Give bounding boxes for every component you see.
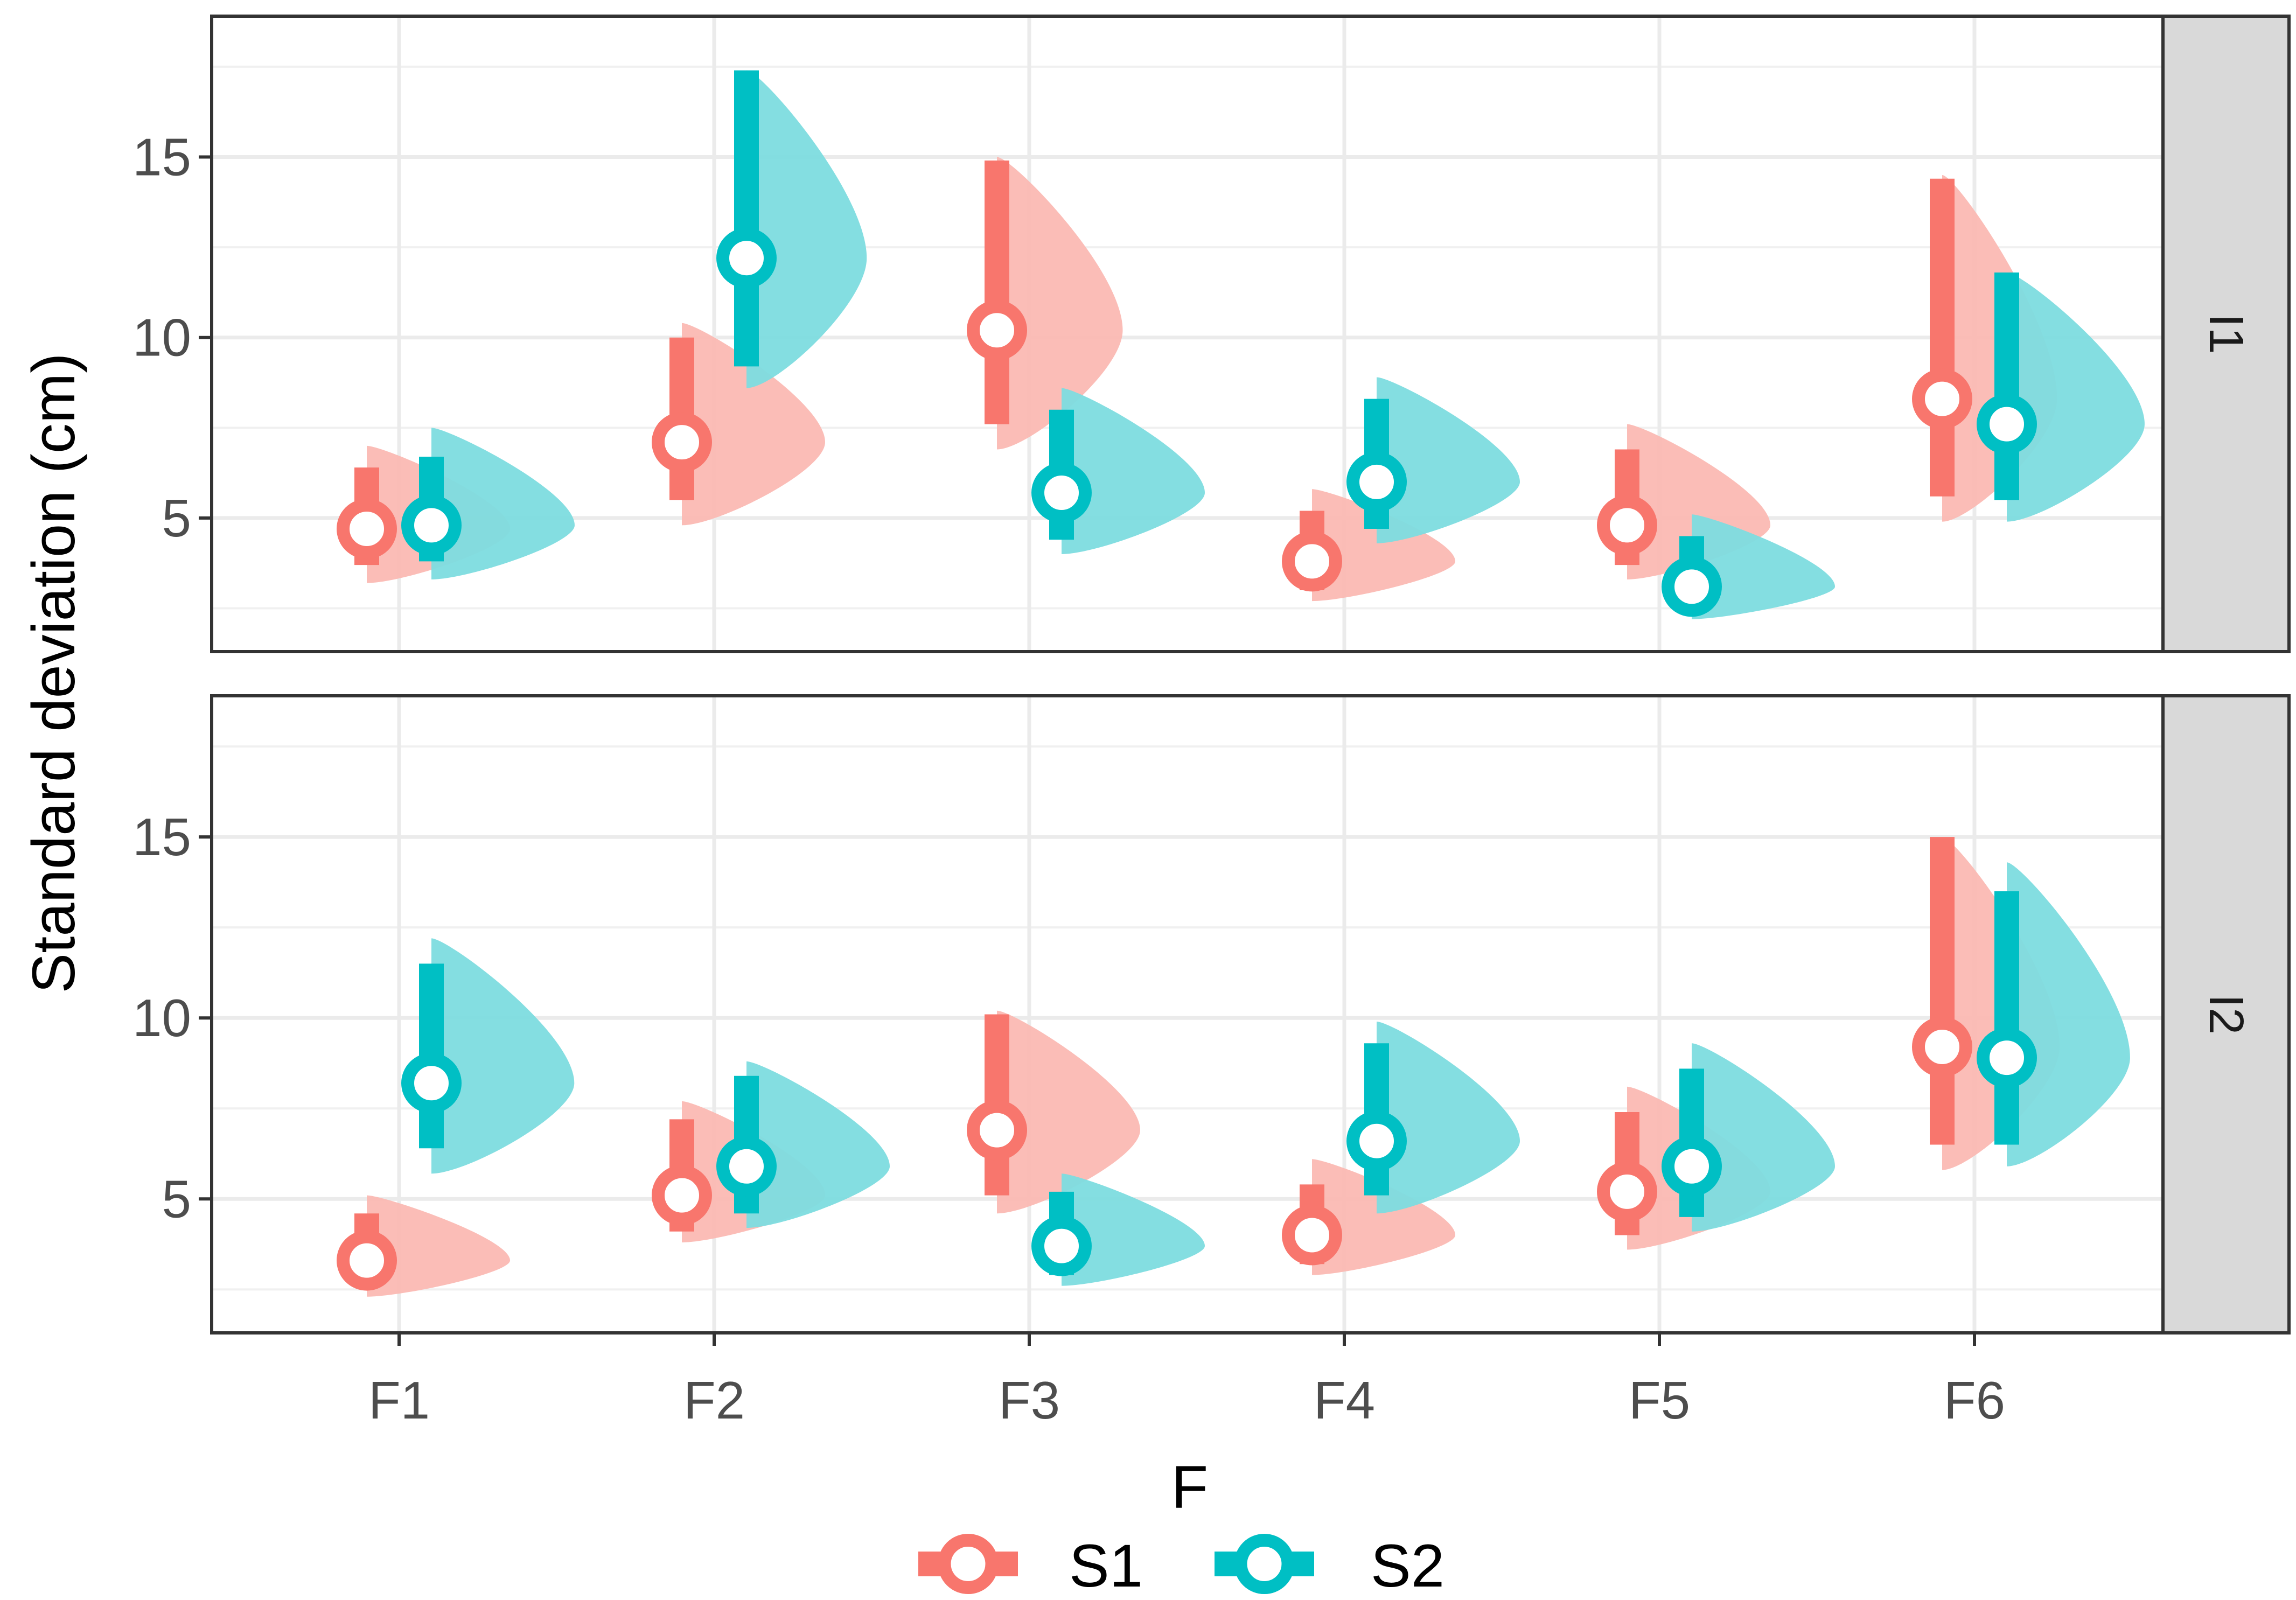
panel-i2-s2-f1-density (431, 938, 575, 1174)
panel-i2-s2-f2-density (746, 1061, 890, 1228)
text-layer: F Standard deviation (cm) S1 S2 I1 5 10 15 I… (20, 127, 2253, 1599)
panel-i2-s1-f4-point (1282, 1205, 1342, 1266)
x-tick-label-f4: F4 (1314, 1371, 1375, 1430)
panel-i1-y-tick-label: 15 (132, 127, 191, 186)
x-axis-title: F (1171, 1454, 1208, 1521)
panel-i2-s1-f1-point (337, 1230, 397, 1291)
panel-i1-s1-f4-density (1312, 489, 1455, 602)
panel-i2-y-tick-label: 5 (162, 1169, 191, 1228)
frame-layer (199, 15, 2291, 1346)
panel-i2-s1-f1-density (367, 1195, 510, 1297)
x-tick-label-f2: F2 (683, 1371, 745, 1430)
panel-i1-s2-f1-density (431, 428, 575, 579)
y-axis-title: Standard deviation (cm) (20, 353, 87, 993)
panel-i1-s2-f4-density (1377, 377, 1520, 543)
panel-i2-s2-f4-point (1346, 1110, 1407, 1171)
panel-i1-s1-f5-point (1597, 495, 1657, 556)
panel-i1-s2-f5-density (1692, 514, 1835, 619)
x-tick-label-f1: F1 (368, 1371, 430, 1430)
panel-i1-s2-f6-density (2007, 273, 2145, 522)
panel-i2-s1-f3-density (997, 1010, 1140, 1214)
panel-i2-s2-f3-point (1031, 1215, 1092, 1276)
legend-key-point-s2 (1234, 1534, 1295, 1594)
panel-i1-s1-f1-point (337, 499, 397, 560)
panel-i1-strip-label: I1 (2199, 313, 2253, 354)
panel-i1-s2-f1-point (401, 495, 462, 556)
x-tick-label-f5: F5 (1629, 1371, 1690, 1430)
panel-i1-s2-f4-point (1346, 451, 1407, 512)
panel-i2-s2-f6-density (2007, 862, 2130, 1166)
panel-i1-s2-f3-point (1031, 463, 1092, 523)
panel-i2-strip (2161, 694, 2291, 1335)
legend-key-point-s1 (938, 1534, 999, 1594)
panel-i1-s2-f2-point (716, 228, 777, 289)
panel-i1-s2-f3-density (1062, 388, 1205, 554)
legend-label-s2: S2 (1371, 1532, 1444, 1597)
panel-i2-y-tick-label: 15 (132, 807, 191, 867)
x-tick-label-f3: F3 (999, 1371, 1060, 1430)
panel-i2-y-tick-label: 10 (132, 988, 191, 1047)
panel-i1-s1-f2-density (682, 323, 825, 526)
panel-i1-s2-f5-point (1662, 556, 1722, 617)
panel-i1-s2-f2-density (746, 70, 867, 388)
panel-i2-s1-f6-point (1912, 1016, 1972, 1077)
panel-i2-s2-f6-point (1977, 1028, 2037, 1088)
panel-i2-s2-f1-point (401, 1053, 462, 1114)
legend-label-s1: S1 (1069, 1532, 1143, 1597)
panel-i2-s1-f3-point (967, 1100, 1027, 1161)
panel-i2-s1-f4-density (1312, 1159, 1455, 1275)
panel-i2-s2-f3-density (1062, 1173, 1205, 1286)
panel-i1-y-tick-label: 5 (162, 488, 191, 548)
panel-i2-s2-f5-density (1692, 1043, 1835, 1232)
panel-i1-s1-f2-point (652, 412, 712, 473)
panel-i1-s1-f3-point (967, 300, 1027, 361)
panel-i2-strip-label: I2 (2199, 994, 2253, 1035)
panel-i2-s1-f5-point (1597, 1161, 1657, 1222)
x-tick-label-f6: F6 (1944, 1371, 2005, 1430)
panel-i1-s2-f6-point (1977, 394, 2037, 455)
panel-i2-s2-f4-density (1377, 1021, 1520, 1214)
panel-i1-y-tick-label: 10 (132, 308, 191, 367)
panel-i1-s1-f3-density (997, 157, 1123, 450)
panel-i1-s1-f6-point (1912, 368, 1972, 429)
panel-i2-s2-f5-point (1662, 1136, 1722, 1197)
panel-i1-s1-f4-point (1282, 531, 1342, 592)
panel-i2-s1-f2-point (652, 1165, 712, 1226)
panel-i1-strip (2161, 15, 2291, 653)
marks-layer (337, 70, 2145, 1594)
panel-i2-s2-f2-point (716, 1136, 777, 1197)
